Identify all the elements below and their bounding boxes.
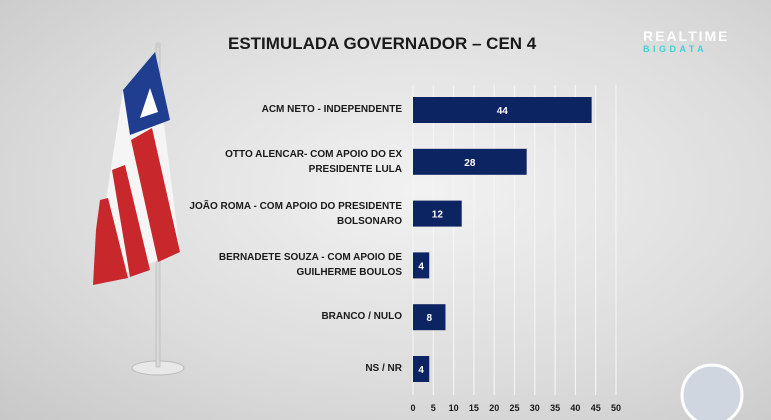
category-label: JOÃO ROMA - COM APOIO DO PRESIDENTE BOLS… (189, 200, 402, 227)
bar (413, 148, 527, 175)
category-label: OTTO ALENCAR- COM APOIO DO EX PRESIDENTE… (225, 148, 402, 175)
category-label: BERNADETE SOUZA - COM APOIO DE GUILHERME… (218, 252, 402, 279)
x-tick-label: 35 (550, 403, 560, 413)
bar (413, 356, 430, 382)
x-tick-label: 50 (611, 403, 621, 413)
chart-title: ESTIMULADA GOVERNADOR – CEN 4 (228, 34, 537, 53)
bar (413, 252, 430, 279)
category-label: ACM NETO - INDEPENDENTE (261, 104, 402, 115)
bar-value-label: 8 (426, 313, 432, 324)
category-label: NS / NR (365, 363, 402, 374)
x-tick-label: 30 (530, 403, 540, 413)
x-tick-label: 0 (410, 403, 415, 413)
bar-value-label: 28 (464, 158, 476, 169)
x-tick-label: 45 (591, 403, 601, 413)
broadcaster-logo (680, 363, 744, 420)
bar (413, 200, 462, 227)
bar-value-label: 44 (497, 106, 509, 117)
x-tick-label: 25 (509, 403, 519, 413)
category-label: BRANCO / NULO (321, 311, 402, 323)
bar-value-label: 12 (432, 210, 444, 221)
bar (413, 304, 446, 331)
x-tick-label: 40 (570, 403, 580, 413)
bar-value-label: 4 (418, 261, 424, 272)
flag (93, 42, 185, 376)
x-tick-label: 10 (449, 403, 459, 413)
bar-value-label: 4 (418, 365, 424, 376)
brand-logo-line2: BIGDATA (643, 44, 708, 54)
x-tick-label: 5 (431, 403, 436, 413)
bar (413, 97, 592, 123)
x-tick-label: 15 (469, 403, 479, 413)
brand-logo-line1: REALTIME (643, 28, 730, 44)
x-tick-label: 20 (489, 403, 499, 413)
